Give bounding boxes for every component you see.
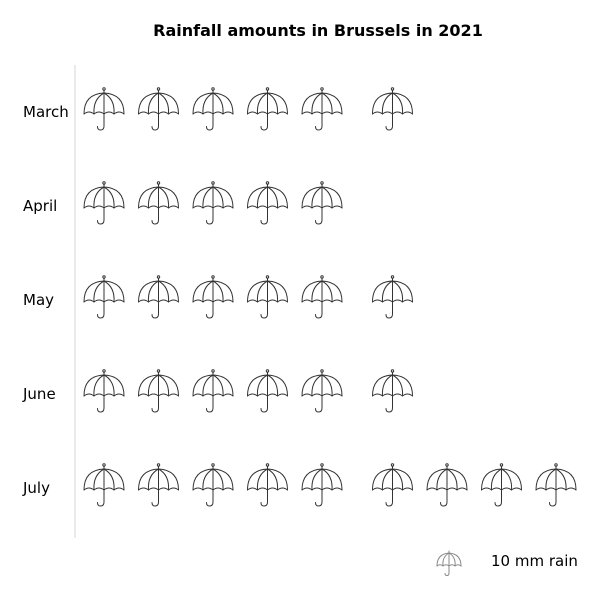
umbrella-icon [83, 181, 125, 225]
umbrella-icon [426, 463, 468, 507]
category-label: April [23, 197, 57, 215]
umbrella-icon [192, 87, 234, 131]
umbrella-icon [83, 463, 125, 507]
umbrella-icon [192, 369, 234, 413]
umbrella-icon [83, 87, 125, 131]
umbrella-icon [301, 369, 343, 413]
umbrella-icon [247, 275, 288, 319]
umbrella-icon [535, 463, 577, 507]
umbrella-icon [301, 463, 343, 507]
category-label: July [22, 479, 50, 497]
umbrella-icon [138, 87, 179, 131]
umbrella-icon [138, 369, 179, 413]
category-label: May [23, 291, 54, 309]
umbrella-icon [138, 181, 179, 225]
row-june: June [22, 369, 413, 413]
umbrella-icon [83, 369, 125, 413]
umbrella-icon [138, 463, 179, 507]
legend-umbrella-icon [436, 550, 462, 576]
umbrella-icon [247, 463, 288, 507]
chart-title: Rainfall amounts in Brussels in 2021 [153, 21, 483, 40]
category-label: March [23, 103, 69, 121]
umbrella-icon [247, 87, 288, 131]
row-july: July [22, 463, 577, 507]
umbrella-icon [301, 87, 343, 131]
row-april: April [23, 181, 343, 225]
row-may: May [23, 275, 413, 319]
umbrella-icon [372, 87, 413, 131]
umbrella-icon [372, 463, 413, 507]
umbrella-icon [301, 181, 343, 225]
umbrella-icon [372, 275, 413, 319]
umbrella-icon [192, 463, 234, 507]
umbrella-icon [481, 463, 522, 507]
umbrella-icon [372, 369, 413, 413]
umbrella-icon [83, 275, 125, 319]
row-march: March [23, 87, 413, 131]
umbrella-icon [301, 275, 343, 319]
pictograph-rows: March April May June July [22, 87, 577, 507]
umbrella-icon [247, 369, 288, 413]
category-label: June [22, 385, 56, 403]
umbrella-icon [192, 275, 234, 319]
legend: 10 mm rain [436, 550, 578, 576]
umbrella-icon [138, 275, 179, 319]
legend-label: 10 mm rain [491, 552, 578, 570]
umbrella-icon [192, 181, 234, 225]
umbrella-icon [247, 181, 288, 225]
